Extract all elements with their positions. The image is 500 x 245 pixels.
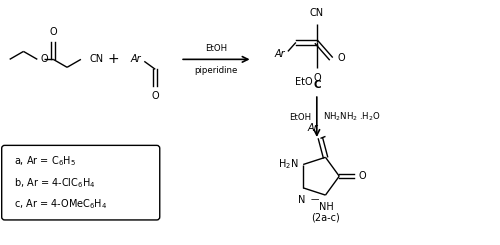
Text: EtOH: EtOH — [288, 112, 311, 122]
Text: c, Ar = 4-OMeC$_6$H$_4$: c, Ar = 4-OMeC$_6$H$_4$ — [14, 197, 107, 211]
Text: O: O — [313, 73, 320, 83]
Text: O: O — [41, 54, 48, 64]
Text: piperidine: piperidine — [194, 66, 238, 75]
Text: O: O — [338, 53, 345, 63]
Text: CN: CN — [90, 54, 104, 64]
Text: O: O — [50, 27, 57, 37]
Text: N: N — [298, 195, 306, 205]
Text: a, Ar = C$_6$H$_5$: a, Ar = C$_6$H$_5$ — [14, 154, 76, 168]
Text: —: — — [310, 196, 318, 205]
Text: CN: CN — [310, 8, 324, 18]
Text: EtO: EtO — [295, 77, 313, 87]
Text: NH: NH — [319, 202, 334, 212]
Text: O: O — [152, 91, 159, 101]
Text: C: C — [313, 80, 320, 90]
Text: Ar: Ar — [130, 54, 141, 64]
Text: (2a-c): (2a-c) — [311, 213, 340, 223]
Text: H$_2$N: H$_2$N — [278, 158, 298, 171]
Text: EtOH: EtOH — [206, 44, 228, 53]
Text: NH$_2$NH$_2$ .H$_2$O: NH$_2$NH$_2$ .H$_2$O — [323, 111, 380, 123]
Text: Ar: Ar — [275, 49, 285, 59]
Text: O: O — [358, 171, 366, 181]
Text: Ar: Ar — [308, 123, 318, 134]
Text: +: + — [107, 52, 118, 66]
FancyBboxPatch shape — [2, 145, 160, 220]
Text: b, Ar = 4-ClC$_6$H$_4$: b, Ar = 4-ClC$_6$H$_4$ — [14, 176, 96, 190]
